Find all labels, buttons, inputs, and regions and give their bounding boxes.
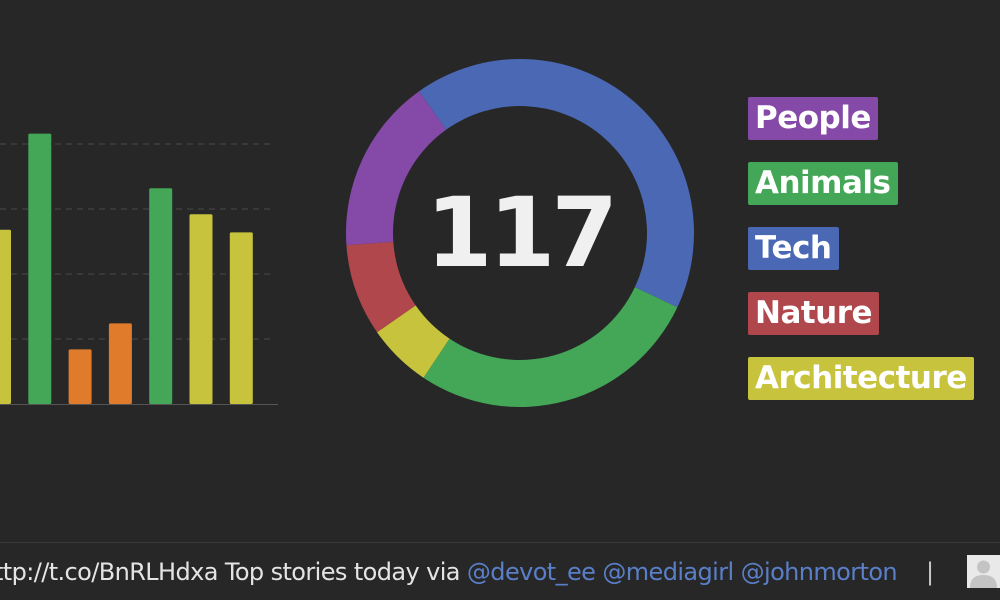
mention-mediagirl[interactable]: @mediagirl	[602, 558, 734, 586]
bar-2	[28, 133, 52, 404]
bar-6	[189, 214, 213, 404]
bar-7	[229, 232, 253, 404]
legend-item-architecture[interactable]: Architecture	[748, 357, 974, 400]
user-silhouette-icon	[970, 560, 997, 588]
donut-slice-animals	[423, 287, 678, 407]
donut-slice-tech	[418, 58, 694, 308]
bar-1	[0, 229, 11, 404]
legend-item-animals[interactable]: Animals	[748, 162, 898, 205]
mention-johnmorton[interactable]: @johnmorton	[740, 558, 898, 586]
mention-devot-ee[interactable]: @devot_ee	[466, 558, 596, 586]
legend-item-people[interactable]: People	[748, 97, 878, 140]
ticker-separator: |	[926, 558, 935, 586]
avatar[interactable]	[967, 555, 1000, 588]
donut-slice-nature	[346, 241, 416, 333]
legend-row-people: People	[748, 97, 974, 162]
ticker-link-text[interactable]: ttp://t.co/BnRLHdxa Top stories today vi…	[0, 558, 467, 586]
legend-row-animals: Animals	[748, 162, 974, 227]
legend-row-tech: Tech	[748, 227, 974, 292]
bar-4	[108, 323, 132, 404]
legend-item-tech[interactable]: Tech	[748, 227, 839, 270]
legend: People Animals Tech Nature Architecture	[748, 97, 974, 422]
legend-item-nature[interactable]: Nature	[748, 292, 880, 335]
legend-row-architecture: Architecture	[748, 357, 974, 422]
donut-slice-people	[345, 91, 447, 246]
bar-chart	[0, 133, 278, 405]
bar-3	[68, 349, 92, 404]
news-ticker: ttp://t.co/BnRLHdxa Top stories today vi…	[0, 542, 1000, 600]
bar-5	[149, 188, 173, 404]
donut-total: 117	[425, 177, 618, 289]
legend-row-nature: Nature	[748, 292, 974, 357]
ticker-text: ttp://t.co/BnRLHdxa Top stories today vi…	[0, 557, 898, 587]
donut-slice-architecture	[377, 305, 450, 378]
